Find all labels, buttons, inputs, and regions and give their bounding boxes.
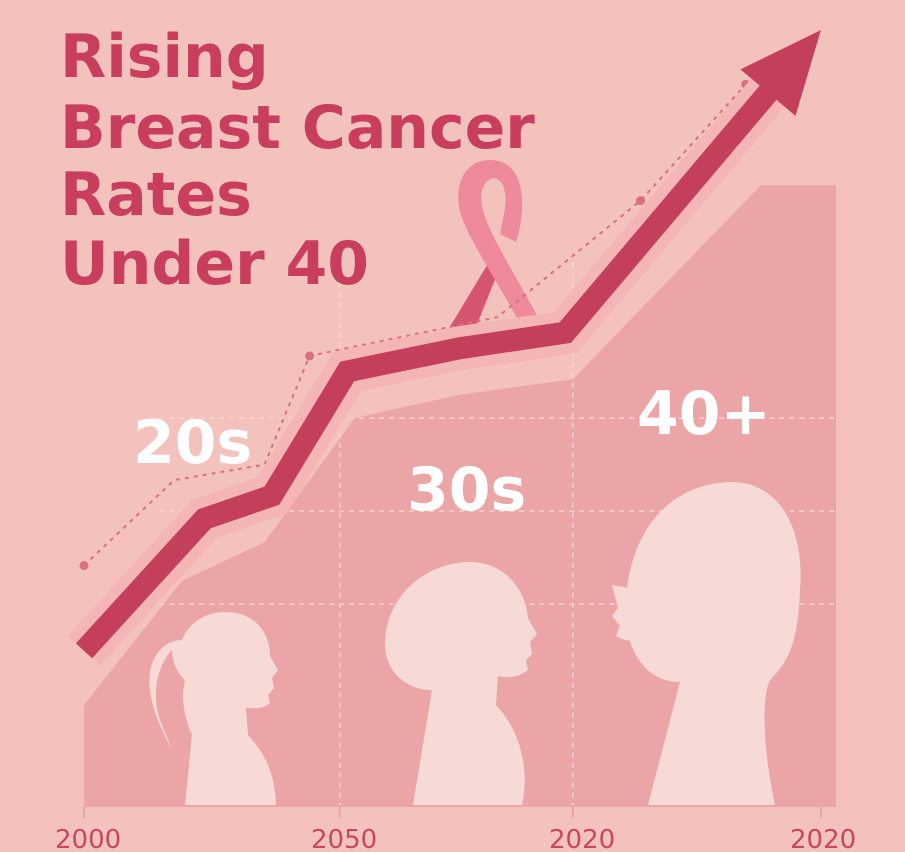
trend-arrow-line xyxy=(75,76,785,659)
age-label-40s: 40+ xyxy=(637,379,771,449)
age-label-30s: 30s xyxy=(407,455,526,525)
silhouette-20s xyxy=(149,612,278,805)
age-label-20s: 20s xyxy=(133,408,252,478)
x-tick-label-4: 2020 xyxy=(790,825,856,852)
title-line-1: Rising xyxy=(60,22,269,92)
silhouette-40s xyxy=(612,481,801,805)
trend-arrow-head xyxy=(740,30,821,116)
title-line-2: Breast Cancer xyxy=(60,93,535,163)
silhouette-30s xyxy=(385,561,537,805)
dotted-marker-2 xyxy=(305,351,315,361)
x-tick-label-1: 2000 xyxy=(55,825,121,852)
x-tick-label-3: 2020 xyxy=(549,825,615,852)
title-line-4: Under 40 xyxy=(60,229,369,299)
x-tick-label-2: 2050 xyxy=(311,825,377,852)
dotted-marker-1 xyxy=(79,560,89,570)
dotted-marker-3 xyxy=(635,196,645,206)
title-line-3: Rates xyxy=(60,160,252,230)
x-axis-ticks xyxy=(83,806,822,818)
dotted-markers xyxy=(79,79,751,570)
